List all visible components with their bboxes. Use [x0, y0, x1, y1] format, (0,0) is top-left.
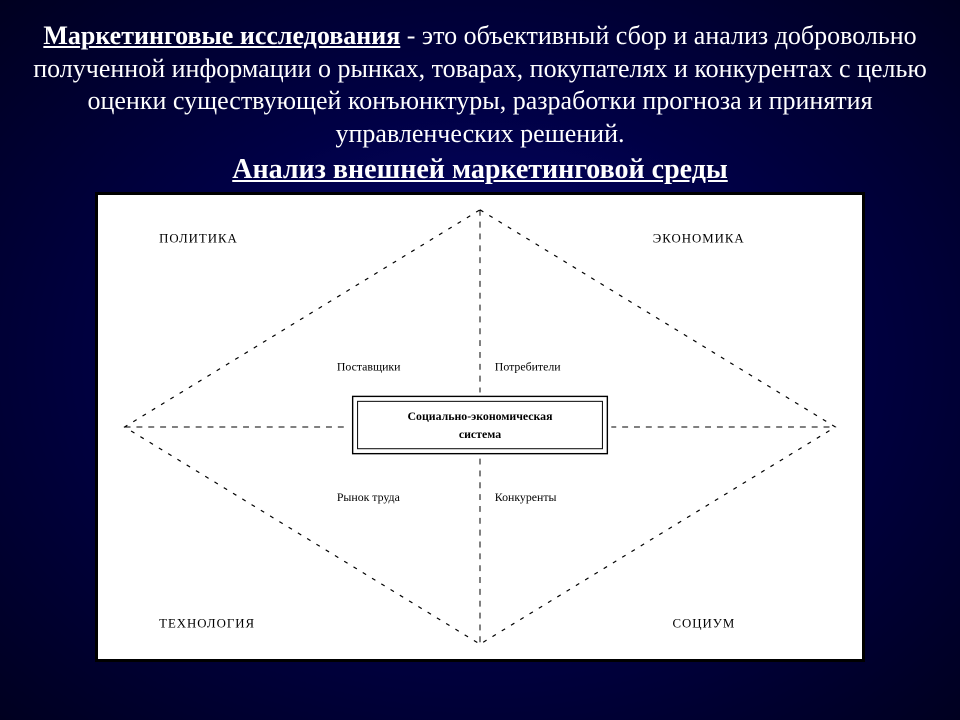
corner-label-top-right: ЭКОНОМИКА — [653, 231, 745, 245]
pest-diagram: Социально-экономическая система ПОЛИТИКА… — [95, 192, 865, 662]
corner-label-top-left: ПОЛИТИКА — [159, 231, 238, 245]
inner-label-bottom-right: Конкуренты — [495, 490, 557, 504]
center-box-line2: система — [459, 427, 501, 441]
center-box-line1: Социально-экономическая — [408, 409, 554, 423]
inner-label-bottom-left: Рынок труда — [337, 490, 401, 504]
center-box-outer — [353, 396, 608, 453]
inner-label-top-left: Поставщики — [337, 360, 401, 374]
definition-paragraph: Маркетинговые исследования - это объекти… — [24, 20, 936, 150]
corner-label-bottom-left: ТЕХНОЛОГИЯ — [159, 616, 255, 630]
corner-label-bottom-right: СОЦИУМ — [673, 616, 736, 630]
definition-term: Маркетинговые исследования — [43, 21, 400, 50]
diagram-subtitle: Анализ внешней маркетинговой среды — [24, 154, 936, 186]
inner-label-top-right: Потребители — [495, 360, 561, 374]
